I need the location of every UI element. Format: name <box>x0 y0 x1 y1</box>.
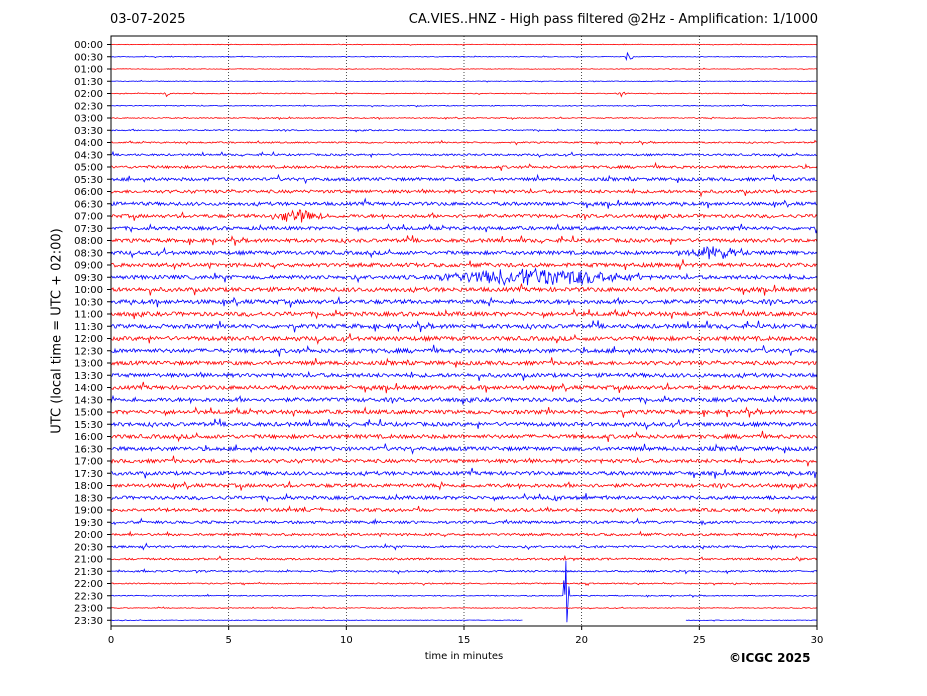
trace-2230 <box>110 560 818 623</box>
y-tick-label: 06:00 <box>74 187 103 198</box>
y-tick-label: 15:00 <box>74 408 103 419</box>
y-tick-label: 02:00 <box>74 89 103 100</box>
y-tick-label: 01:30 <box>74 77 103 88</box>
y-tick-label: 10:30 <box>74 297 103 308</box>
y-tick-label: 05:00 <box>74 163 103 174</box>
y-tick-label: 05:30 <box>74 175 103 186</box>
y-axis-label: UTC (local time = UTC + 02:00) <box>49 228 65 434</box>
y-tick-label: 18:00 <box>74 481 103 492</box>
y-tick-label: 13:30 <box>74 371 103 382</box>
x-tick-label: 5 <box>225 635 231 646</box>
grid-lines <box>228 36 700 626</box>
y-tick-label: 06:30 <box>74 199 103 210</box>
x-axis: 0 5 10 15 20 25 30 <box>108 626 824 646</box>
trace-1300 <box>110 357 818 368</box>
x-axis-label: time in minutes <box>424 651 504 662</box>
trace-1000 <box>110 283 818 296</box>
trace-1130 <box>110 320 818 333</box>
y-tick-label: 17:30 <box>74 469 103 480</box>
y-tick-label: 16:00 <box>74 432 103 443</box>
trace-2300 <box>110 606 818 610</box>
y-tick-label: 18:30 <box>74 493 103 504</box>
y-tick-label: 15:30 <box>74 420 103 431</box>
x-tick-label: 25 <box>693 635 706 646</box>
x-tick-label: 10 <box>340 635 353 646</box>
y-tick-label: 21:00 <box>74 555 103 566</box>
trace-2330 <box>110 619 523 622</box>
y-tick-label: 09:30 <box>74 273 103 284</box>
trace-0400 <box>110 139 818 146</box>
y-tick-label: 13:00 <box>74 359 103 370</box>
trace-0000 <box>110 43 817 46</box>
y-tick-label: 00:00 <box>74 40 103 51</box>
y-tick-label: 10:00 <box>74 285 103 296</box>
y-tick-label: 03:00 <box>74 114 103 125</box>
y-tick-label: 12:30 <box>74 346 103 357</box>
trace-1400 <box>110 381 818 394</box>
y-tick-label: 08:00 <box>74 236 103 247</box>
trace-0530 <box>110 173 818 185</box>
y-tick-label: 04:00 <box>74 138 103 149</box>
y-tick-label: 16:30 <box>74 444 103 455</box>
y-tick-label: 22:30 <box>74 591 103 602</box>
y-tick-label: 07:30 <box>74 224 103 235</box>
y-tick-label: 19:00 <box>74 506 103 517</box>
x-tick-label: 0 <box>108 635 114 646</box>
trace-1730 <box>110 467 818 479</box>
trace-1100 <box>110 307 818 320</box>
y-tick-label: 09:00 <box>74 261 103 272</box>
y-tick-label: 07:00 <box>74 212 103 223</box>
y-tick-label: 14:30 <box>74 395 103 406</box>
y-tick-label: 22:00 <box>74 579 103 590</box>
trace-1630 <box>110 443 818 455</box>
x-tick-label: 15 <box>458 635 471 646</box>
y-tick-label: 23:30 <box>74 616 103 627</box>
y-tick-label: 08:30 <box>74 248 103 259</box>
trace-1330 <box>110 370 818 381</box>
y-tick-label: 23:00 <box>74 604 103 615</box>
y-tick-label: 21:30 <box>74 567 103 578</box>
trace-0500 <box>110 161 818 171</box>
trace-1700 <box>110 455 818 467</box>
trace-0600 <box>110 187 818 198</box>
trace-1430 <box>110 394 818 405</box>
x-tick-label: 20 <box>575 635 588 646</box>
trace-2200 <box>110 581 818 586</box>
trace-2330-part1 <box>685 619 818 622</box>
y-tick-label: 01:00 <box>74 65 103 76</box>
y-tick-label: 04:30 <box>74 150 103 161</box>
trace-0030 <box>110 51 818 62</box>
chart-title: CA.VIES..HNZ - High pass filtered @2Hz -… <box>408 12 818 27</box>
trace-0200 <box>110 91 818 98</box>
trace-1030 <box>110 295 818 308</box>
x-tick-label: 30 <box>811 635 824 646</box>
y-tick-label: 17:00 <box>74 457 103 468</box>
y-tick-label: 14:00 <box>74 383 103 394</box>
trace-2130 <box>110 568 818 575</box>
y-tick-label: 03:30 <box>74 126 103 137</box>
y-tick-label: 11:30 <box>74 322 103 333</box>
trace-1830 <box>110 492 818 503</box>
plot-date: 03-07-2025 <box>110 12 186 27</box>
y-tick-label: 00:30 <box>74 52 103 63</box>
copyright-notice: ©ICGC 2025 <box>729 651 811 665</box>
y-tick-label: 12:00 <box>74 334 103 345</box>
y-tick-label: 19:30 <box>74 518 103 529</box>
y-tick-label: 11:00 <box>74 310 103 321</box>
y-tick-label: 20:30 <box>74 542 103 553</box>
trace-1500 <box>110 406 818 418</box>
y-tick-label: 02:30 <box>74 101 103 112</box>
trace-0430 <box>110 150 818 159</box>
y-tick-label: 20:00 <box>74 530 103 541</box>
